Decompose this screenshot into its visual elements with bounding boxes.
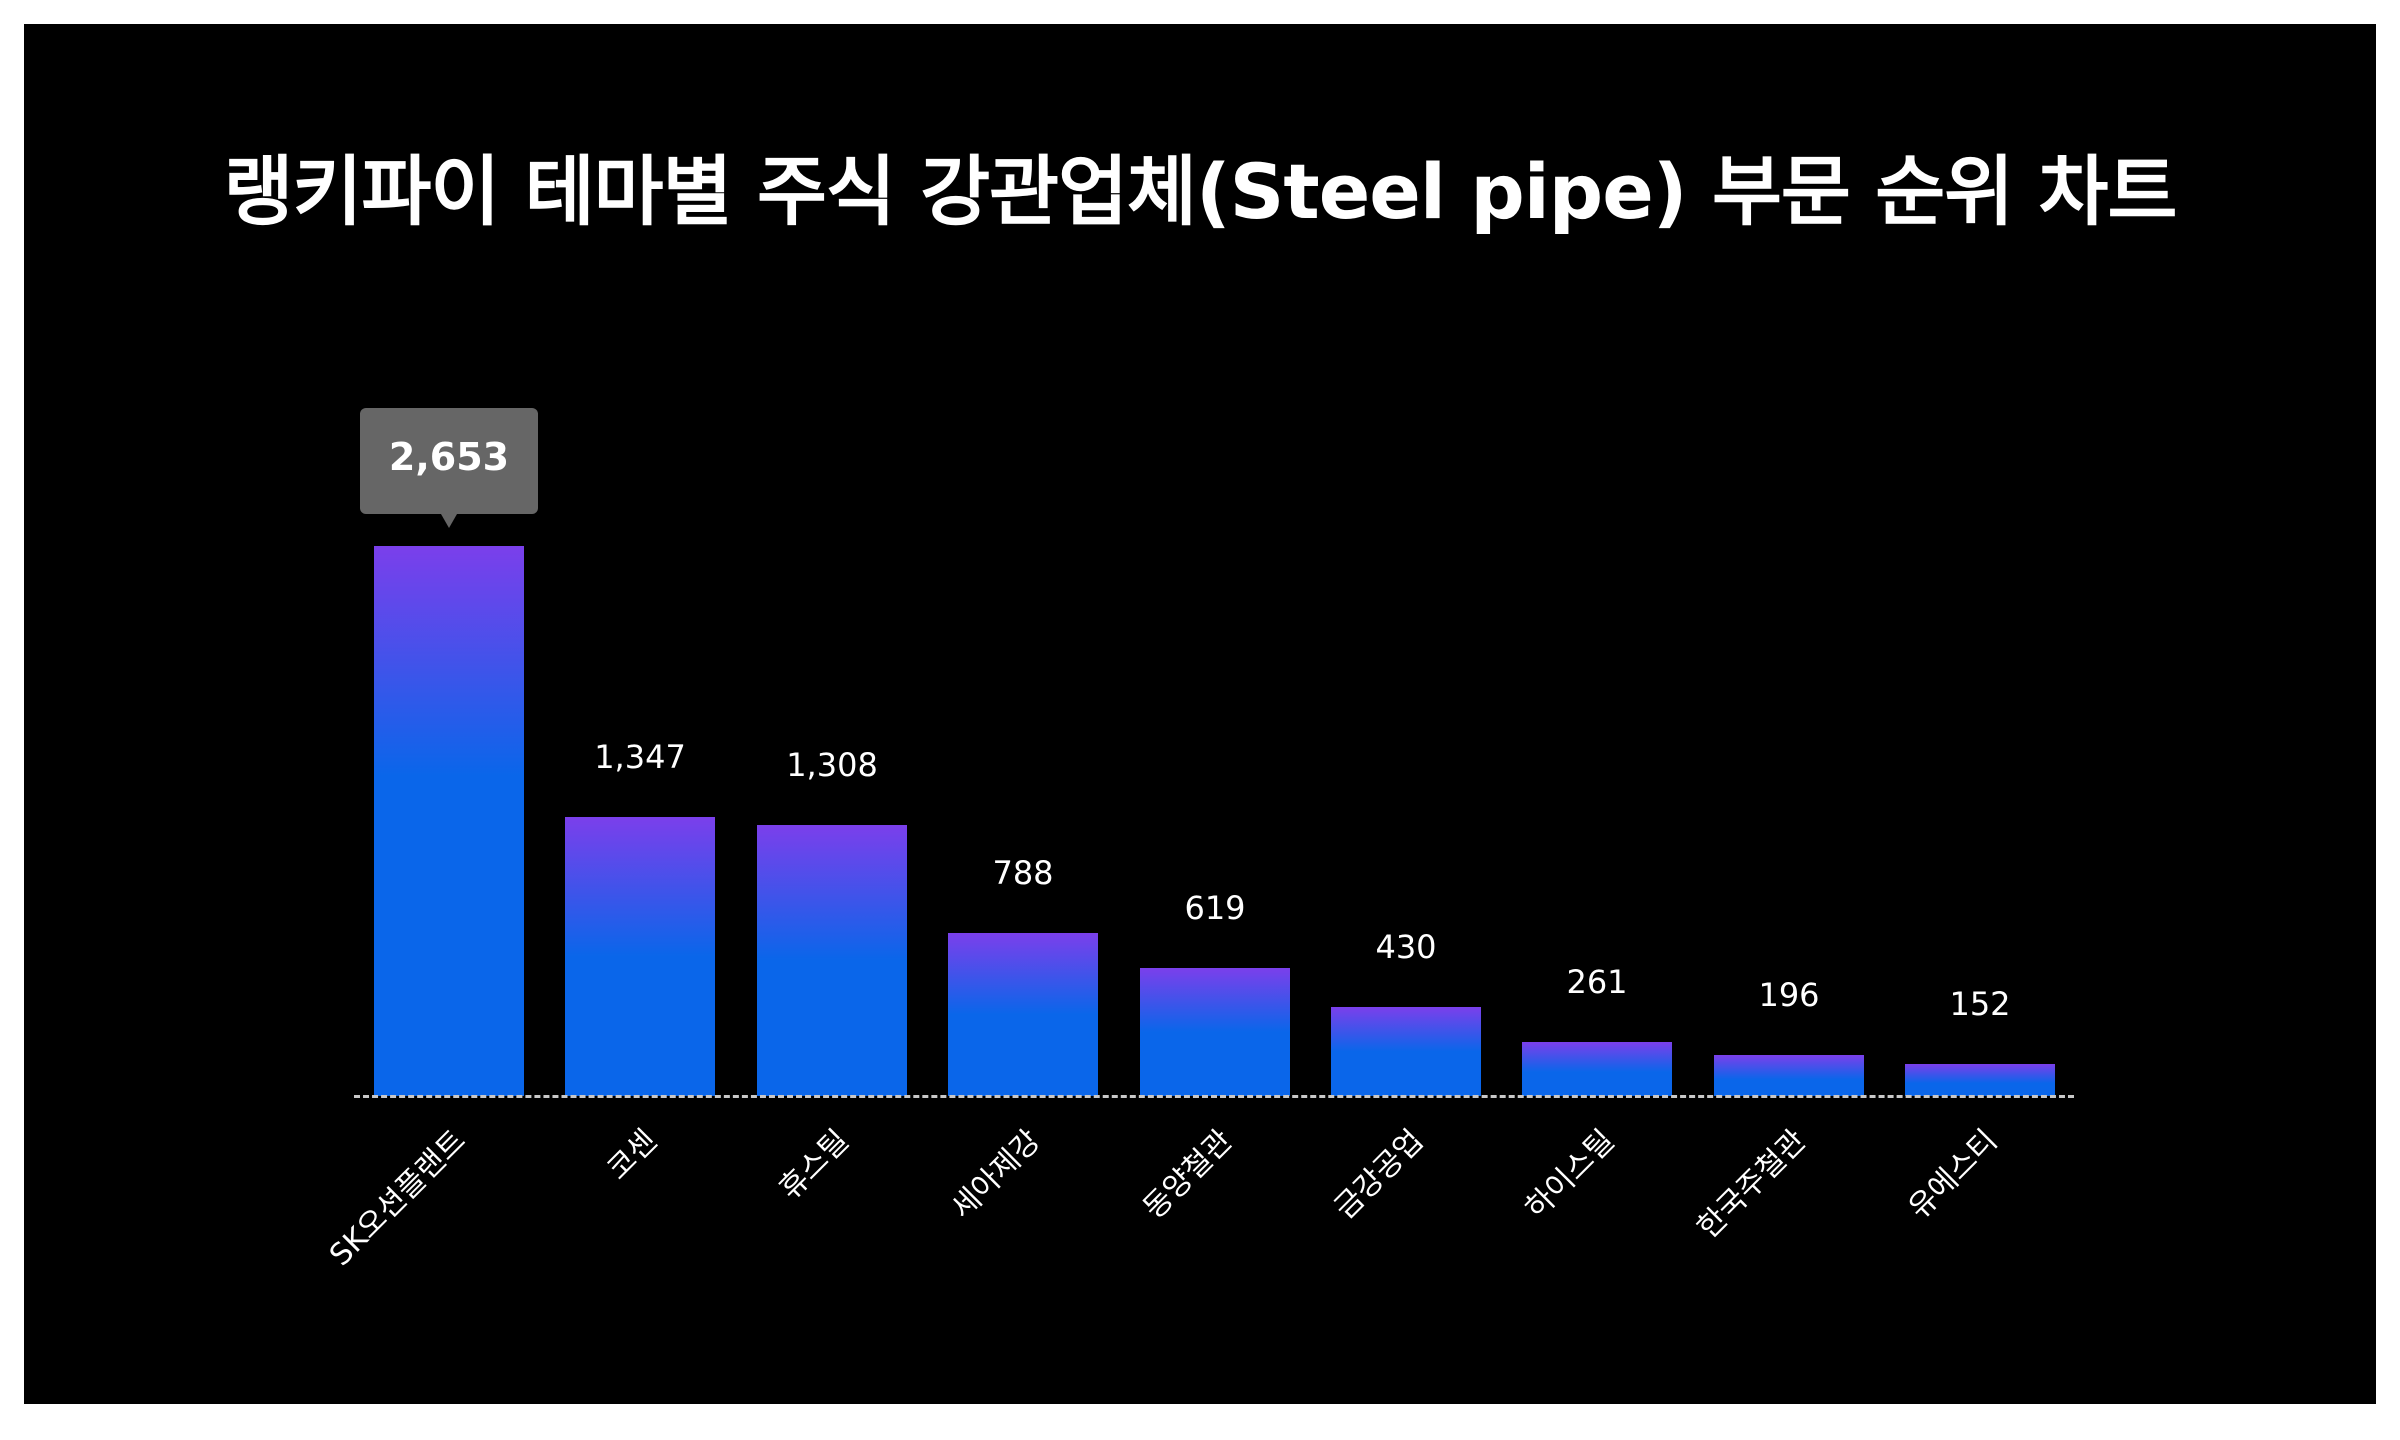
bar[interactable] (1140, 968, 1290, 1096)
bar-fill (1140, 968, 1290, 1096)
x-axis-category-label: 동양철관 (1136, 1123, 1240, 1227)
tooltip-value: 2,653 (388, 435, 510, 479)
bar-value-label: 196 (1758, 976, 1820, 1014)
bar-value-label: 261 (1566, 963, 1628, 1001)
x-axis-category-label: 세아제강 (944, 1123, 1048, 1227)
x-axis-category-label: 금강공업 (1327, 1123, 1431, 1227)
bar[interactable] (1331, 1007, 1481, 1096)
x-axis-category-label: SK오션플랜트 (323, 1123, 473, 1273)
bar[interactable] (1714, 1055, 1864, 1096)
bar-value-label: 1,308 (786, 746, 878, 784)
x-axis-baseline (354, 1095, 2074, 1098)
bar-fill (1522, 1042, 1672, 1096)
chart-title: 랭키파이 테마별 주식 강관업체(Steel pipe) 부문 순위 차트 (223, 147, 2178, 236)
bar-fill (1714, 1055, 1864, 1096)
value-tooltip: 2,653 (360, 408, 538, 528)
x-axis-category-label: 한국주철관 (1690, 1123, 1814, 1246)
bar[interactable] (1905, 1064, 2055, 1096)
tooltip-arrow-icon (441, 514, 457, 528)
bar-value-label: 430 (1375, 928, 1437, 966)
bar-value-label: 1,347 (594, 738, 686, 776)
bar[interactable] (374, 546, 524, 1096)
bar-fill (374, 546, 524, 1096)
bar-fill (1905, 1064, 2055, 1096)
bar-fill (565, 817, 715, 1096)
bar-value-label: 152 (1949, 985, 2011, 1023)
bar[interactable] (565, 817, 715, 1096)
bar-fill (1331, 1007, 1481, 1096)
x-axis-category-label: 유에스티 (1901, 1123, 2005, 1227)
x-axis-category-label: 휴스틸 (772, 1123, 856, 1207)
bar-fill (948, 933, 1098, 1096)
bar[interactable] (1522, 1042, 1672, 1096)
bar[interactable] (757, 825, 907, 1096)
bar-fill (757, 825, 907, 1096)
bar-value-label: 788 (992, 854, 1054, 892)
x-axis-category-label: 하이스틸 (1518, 1123, 1622, 1227)
x-axis-category-label: 코센 (600, 1123, 665, 1188)
bar-value-label: 619 (1184, 889, 1246, 927)
bar[interactable] (948, 933, 1098, 1096)
